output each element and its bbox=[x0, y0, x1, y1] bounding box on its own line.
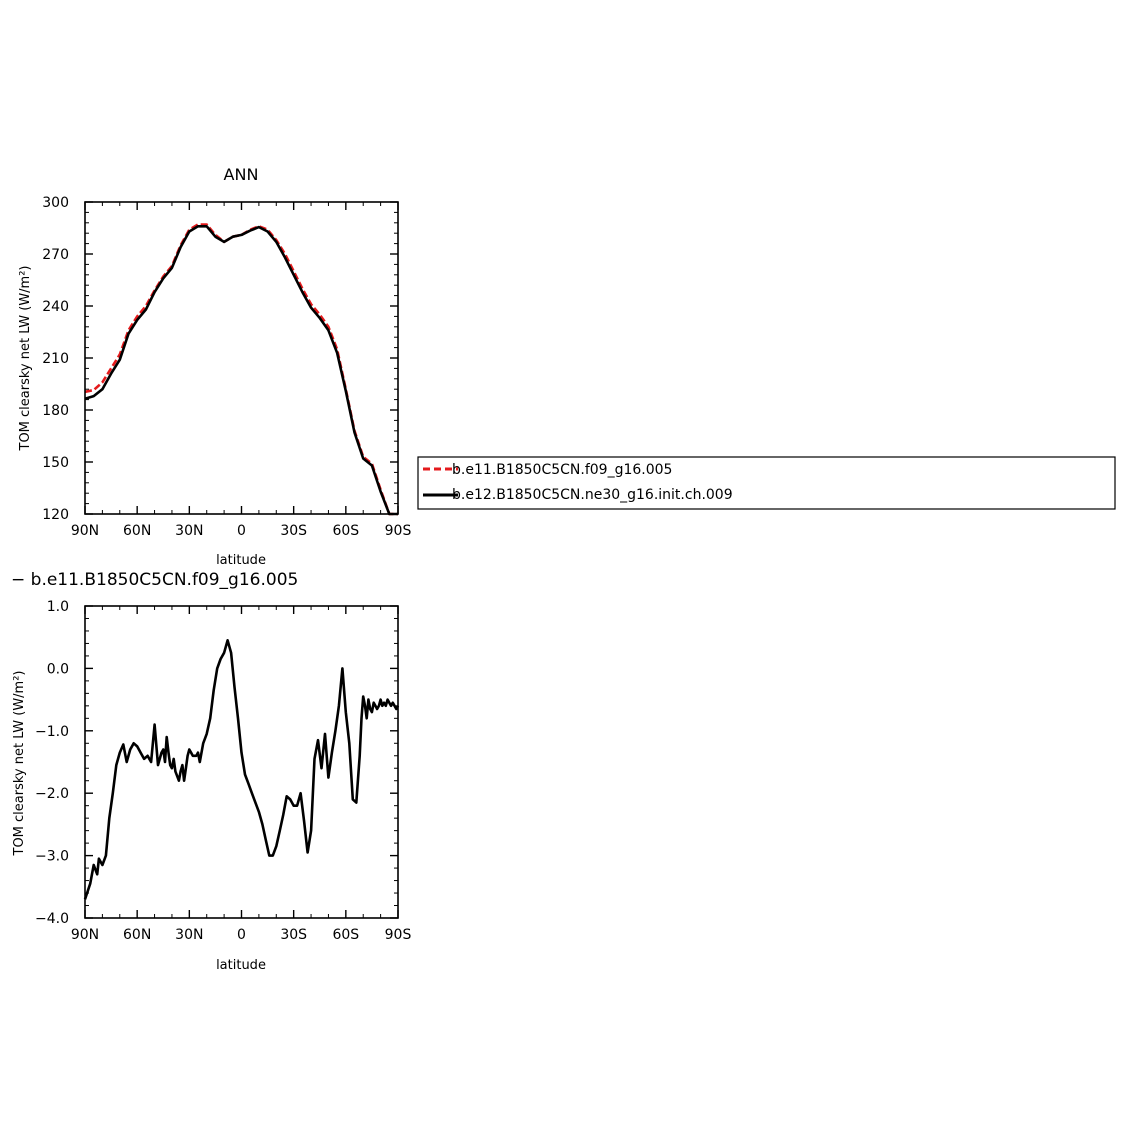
top-y-tick-label: 180 bbox=[42, 403, 69, 419]
bottom-panel-y-axis-label: TOM clearsky net LW (W/m²) bbox=[12, 670, 27, 856]
legend-label-series-1: b.e11.B1850C5CN.f09_g16.005 bbox=[452, 462, 672, 478]
top-panel-title: ANN bbox=[224, 165, 259, 184]
bottom-panel-title: − b.e11.B1850C5CN.f09_g16.005 bbox=[11, 570, 298, 590]
top-y-tick-label: 210 bbox=[42, 351, 69, 367]
top-plot-area: 90N 60N 30N 0 30S 60S 90S 120 150 180 210 240 270 300 bbox=[42, 195, 411, 539]
bottom-y-tick-label: 1.0 bbox=[47, 599, 69, 615]
top-panel: ANN 90N 60N 30N 0 30S 60S 90S 120 150 180 210 240 27… bbox=[18, 165, 411, 568]
top-y-tick-label: 300 bbox=[42, 195, 69, 211]
bottom-plot-area: 90N 60N 30N 0 30S 60S 90S −4.0 −3.0 −2.0 −1.0 0.0 1.… bbox=[35, 599, 411, 943]
bottom-x-tick-label: 60N bbox=[123, 927, 151, 943]
top-x-tick-label: 90S bbox=[385, 523, 412, 539]
bottom-x-tick-label: 60S bbox=[332, 927, 359, 943]
top-x-tick-label: 30S bbox=[280, 523, 307, 539]
top-panel-y-axis-label: TOM clearsky net LW (W/m²) bbox=[18, 265, 33, 451]
top-y-tick-label: 150 bbox=[42, 455, 69, 471]
bottom-y-tick-label: −2.0 bbox=[35, 786, 69, 802]
bottom-x-tick-label: 90N bbox=[71, 927, 99, 943]
bottom-panel-x-axis-label: latitude bbox=[216, 958, 266, 973]
bottom-panel: − b.e11.B1850C5CN.f09_g16.005 90N 60N 30N 0… bbox=[11, 570, 411, 973]
legend: b.e11.B1850C5CN.f09_g16.005 b.e12.B1850C… bbox=[417, 456, 1116, 510]
bottom-y-tick-label: −4.0 bbox=[35, 911, 69, 927]
top-x-tick-label: 60N bbox=[123, 523, 151, 539]
legend-box bbox=[417, 456, 1116, 510]
top-y-tick-label: 120 bbox=[42, 507, 69, 523]
bottom-x-tick-label: 0 bbox=[237, 927, 246, 943]
top-x-tick-label: 0 bbox=[237, 523, 246, 539]
bottom-x-tick-label: 90S bbox=[385, 927, 412, 943]
bottom-series-line-1 bbox=[83, 639, 400, 900]
top-plot-frame bbox=[84, 201, 399, 515]
bottom-x-tick-label: 30S bbox=[280, 927, 307, 943]
bottom-y-tick-label: −3.0 bbox=[35, 849, 69, 865]
top-x-tick-label: 90N bbox=[71, 523, 99, 539]
bottom-x-tick-label: 30N bbox=[175, 927, 203, 943]
top-panel-x-axis-label: latitude bbox=[216, 553, 266, 568]
top-series-line-2 bbox=[84, 225, 398, 516]
top-x-tick-label: 60S bbox=[332, 523, 359, 539]
bottom-y-tick-label: −1.0 bbox=[35, 724, 69, 740]
top-series-line-1 bbox=[84, 223, 398, 516]
top-y-tick-label: 270 bbox=[42, 247, 69, 263]
bottom-y-tick-label: 0.0 bbox=[47, 661, 69, 677]
top-y-tick-label: 240 bbox=[42, 299, 69, 315]
top-x-tick-label: 30N bbox=[175, 523, 203, 539]
legend-label-series-2: b.e12.B1850C5CN.ne30_g16.init.ch.009 bbox=[452, 487, 733, 503]
